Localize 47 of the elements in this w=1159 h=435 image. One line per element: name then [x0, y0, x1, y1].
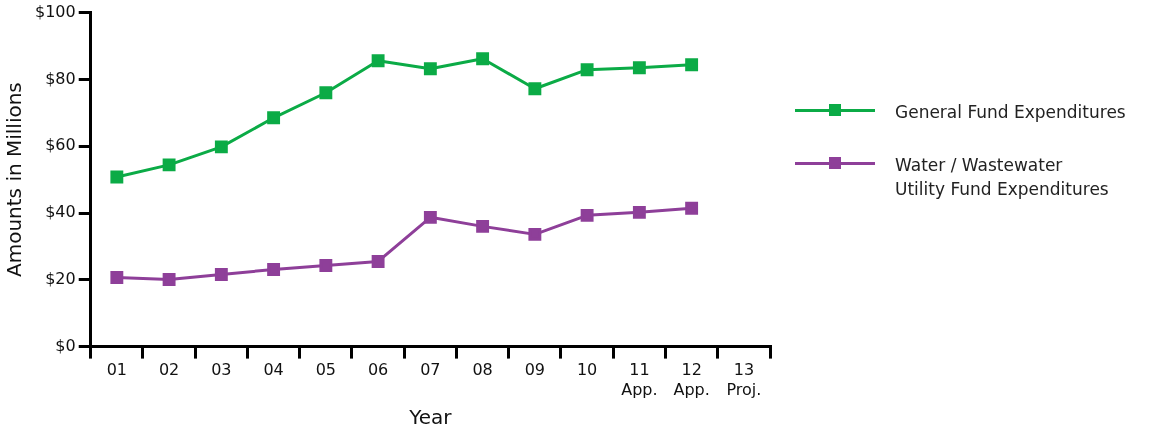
y-axis-title: Amounts in Millions	[2, 82, 27, 277]
point	[214, 140, 228, 154]
x-tick-label: 07	[420, 360, 441, 380]
x-tick-label: 12 App.	[673, 360, 710, 399]
point	[423, 62, 437, 76]
x-tick-label: 05	[315, 360, 337, 380]
point	[162, 273, 176, 286]
point	[267, 263, 281, 276]
point	[528, 227, 542, 241]
y-tick-label: $100	[35, 1, 76, 21]
point	[685, 58, 699, 72]
x-tick-label: 09	[524, 360, 546, 380]
point	[423, 210, 437, 224]
x-tick-label: 08	[472, 360, 493, 380]
point	[476, 219, 490, 233]
x-tick-label: 03	[211, 360, 232, 380]
point	[110, 271, 124, 284]
point	[580, 208, 594, 222]
point	[214, 268, 228, 281]
point	[319, 86, 333, 100]
point	[685, 201, 699, 215]
x-axis-title: Year	[408, 405, 453, 430]
legend-label: Water / Wastewater Utility Fund Expenditures	[895, 153, 1109, 202]
x-tick-label: 02	[158, 360, 180, 380]
x-tick-label: 10	[576, 360, 598, 380]
point	[110, 170, 124, 184]
legend-label: General Fund Expenditures	[895, 101, 1126, 124]
point	[371, 54, 385, 68]
y-tick-label: $80	[45, 68, 76, 88]
point	[319, 258, 333, 272]
x-tick-label: 04	[263, 360, 284, 380]
point	[580, 63, 594, 77]
x-tick-label: 11 App.	[621, 360, 658, 399]
point	[528, 82, 542, 96]
x-tick-label: 13 Proj.	[726, 360, 762, 399]
point	[632, 205, 646, 219]
point	[371, 254, 385, 268]
point	[267, 111, 281, 125]
y-tick-label: $60	[45, 135, 76, 155]
point	[632, 61, 646, 75]
x-tick-label: 06	[367, 360, 389, 380]
y-tick-label: $20	[45, 268, 76, 288]
y-tick-label: $0	[55, 335, 76, 355]
point	[476, 52, 490, 66]
y-tick-label: $40	[45, 202, 76, 222]
point	[162, 158, 176, 172]
x-tick-label: 01	[106, 360, 128, 380]
